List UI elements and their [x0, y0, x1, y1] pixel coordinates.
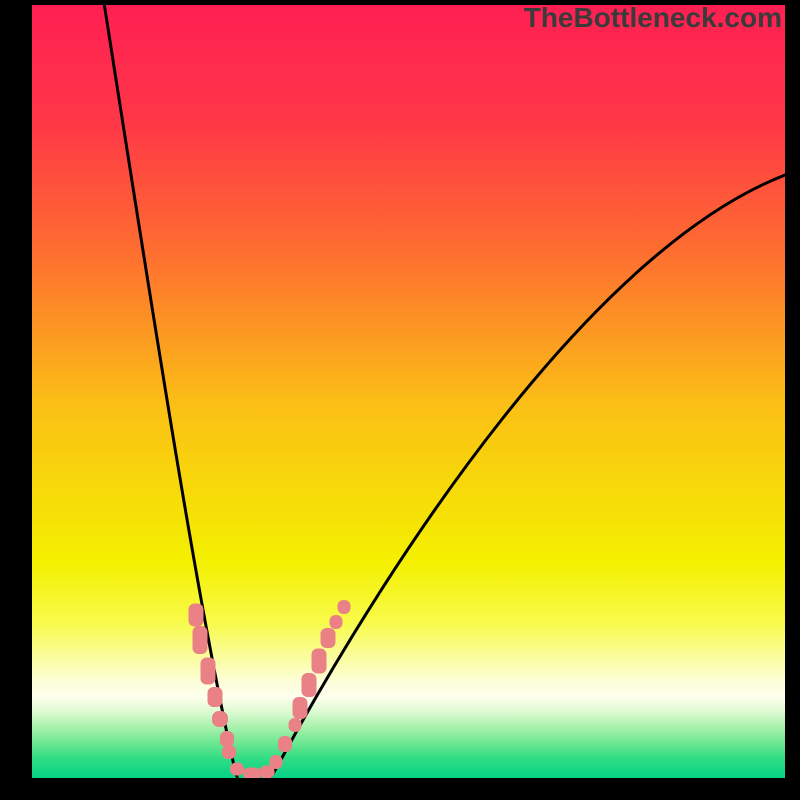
data-marker	[222, 745, 236, 759]
data-marker	[289, 718, 302, 732]
data-marker	[230, 763, 244, 776]
data-marker	[302, 673, 317, 697]
plot-area	[32, 5, 785, 778]
data-marker	[293, 697, 308, 719]
data-marker	[270, 755, 283, 769]
markers-layer	[32, 5, 785, 778]
data-marker	[243, 768, 261, 779]
chart-canvas: TheBottleneck.com	[0, 0, 800, 800]
frame-right	[785, 0, 800, 800]
frame-bottom	[0, 778, 800, 800]
watermark-text: TheBottleneck.com	[524, 2, 782, 34]
data-marker	[189, 604, 204, 627]
data-marker	[193, 626, 208, 654]
data-marker	[312, 649, 327, 674]
data-marker	[338, 600, 351, 614]
data-marker	[201, 658, 216, 685]
data-marker	[278, 736, 292, 752]
data-marker	[321, 628, 336, 648]
data-marker	[208, 687, 223, 707]
data-marker	[330, 615, 343, 629]
data-marker	[212, 711, 228, 727]
frame-left	[0, 0, 32, 800]
